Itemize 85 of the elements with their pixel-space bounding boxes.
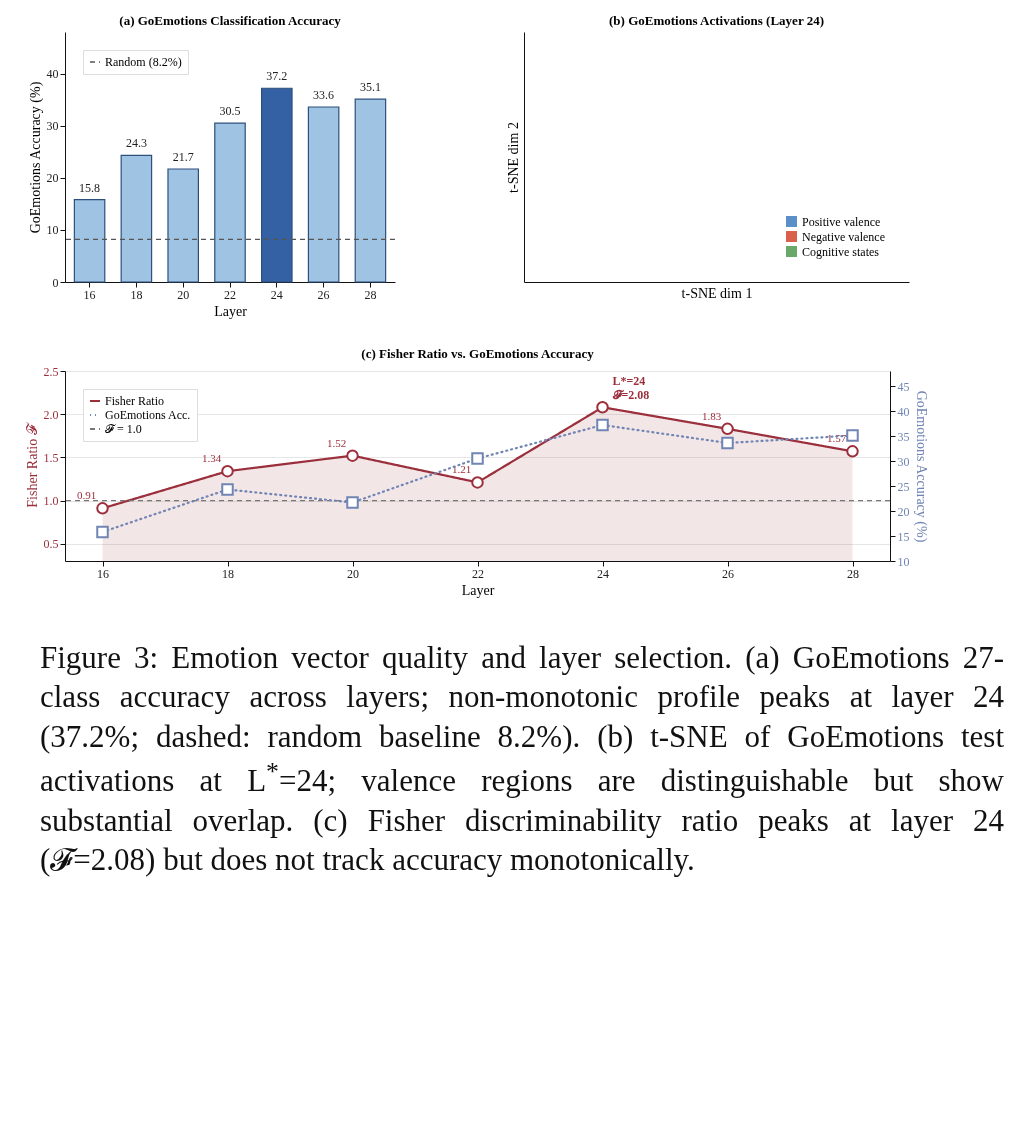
x-tick-label: 28 bbox=[847, 566, 859, 581]
caption: Figure 3: Emotion vector quality and layer selection. (a) GoEmotions 27-class accuracy across layers; non-monotonic profile peaks at layer 24 (37.2%; dashed: random baseline 8.2%). (b) t-SNE of GoEmotions test activations at L$^{*}$=24; valence regions are distinguishable but show substantial overlap. (c) Fisher discriminability ratio peaks at layer 24 (𝓕=2.08) but does not track accuracy monotonically. bbox=[40, 639, 1004, 880]
point bbox=[346, 449, 359, 462]
legend-label: Fisher Ratio bbox=[105, 394, 164, 408]
point bbox=[96, 502, 109, 515]
y-axis-title: GoEmotions Accuracy (%) bbox=[27, 81, 44, 234]
data-label: 24.3 bbox=[125, 136, 147, 151]
bar bbox=[73, 199, 106, 283]
bar bbox=[214, 122, 246, 283]
bar bbox=[261, 87, 293, 283]
y-axis-title: Fisher Ratio 𝓕 bbox=[24, 422, 40, 508]
y-tick-label: 40 bbox=[46, 67, 59, 82]
point bbox=[846, 429, 859, 442]
x-tick-label: 24 bbox=[270, 287, 283, 302]
data-label: 21.7 bbox=[172, 149, 194, 164]
x-tick-label: 28 bbox=[364, 287, 377, 302]
legend-label: Random (8.2%) bbox=[105, 55, 182, 69]
annotation: L*=24 𝓕=2.08 bbox=[611, 374, 650, 403]
legend-label: GoEmotions Acc. bbox=[105, 408, 191, 422]
x-tick-label: 18 bbox=[222, 566, 234, 581]
legend-label: Cognitive states bbox=[802, 244, 880, 259]
text: t-SNE dim 1 bbox=[681, 285, 753, 301]
bar bbox=[354, 98, 387, 283]
x-tick-label: 26 bbox=[317, 287, 330, 302]
y2-tick-label: 10 bbox=[897, 554, 910, 569]
x-tick-label: 16 bbox=[83, 287, 96, 302]
bar bbox=[167, 168, 199, 283]
legend-label: Negative valence bbox=[802, 229, 885, 244]
y-tick-label: 1.0 bbox=[43, 494, 59, 509]
text: (b) GoEmotions Activations (Layer 24) bbox=[609, 13, 824, 28]
bar bbox=[307, 106, 340, 283]
data-label: 33.6 bbox=[313, 88, 335, 102]
point bbox=[346, 496, 359, 509]
point bbox=[96, 525, 109, 539]
data-label: 1.34 bbox=[201, 452, 222, 465]
y2-tick-label: 15 bbox=[897, 529, 910, 544]
y2-tick-label: 20 bbox=[897, 504, 910, 519]
data-label: 1.52 bbox=[326, 436, 347, 449]
point bbox=[596, 401, 609, 414]
data-label: 37.2 bbox=[266, 69, 288, 84]
x-tick-label: 26 bbox=[722, 566, 734, 581]
y2-tick-label: 40 bbox=[897, 404, 910, 419]
data-label: 1.57 bbox=[826, 432, 847, 445]
chart-title: (a) GoEmotions Classification Accuracy bbox=[119, 13, 342, 28]
data-label: 0.91 bbox=[76, 489, 97, 502]
y-tick-label: 2.5 bbox=[43, 364, 59, 379]
point bbox=[221, 483, 234, 496]
x-tick-label: 18 bbox=[130, 287, 143, 302]
x-tick-label: 24 bbox=[597, 566, 609, 581]
x-tick-label: 16 bbox=[97, 566, 109, 581]
point bbox=[596, 418, 609, 432]
y2-tick-label: 30 bbox=[897, 454, 910, 469]
y-tick-label: 10 bbox=[46, 223, 59, 238]
chart-title: (c) Fisher Ratio vs. GoEmotions Accuracy bbox=[361, 346, 595, 361]
data-label: 35.1 bbox=[359, 80, 381, 95]
data-label: 1.21 bbox=[451, 463, 472, 476]
y-tick-label: 20 bbox=[46, 171, 59, 186]
y2-tick-label: 45 bbox=[897, 379, 910, 394]
point bbox=[471, 452, 484, 465]
y2-axis-title: GoEmotions Accuracy (%) bbox=[912, 390, 929, 543]
y-tick-label: 0.5 bbox=[43, 537, 59, 552]
point bbox=[471, 476, 484, 489]
bar bbox=[120, 154, 153, 283]
x-tick-label: 22 bbox=[224, 287, 236, 302]
point bbox=[721, 436, 734, 450]
data-label: 30.5 bbox=[219, 104, 241, 119]
data-label: 1.83 bbox=[701, 409, 722, 422]
y-tick-label: 2.0 bbox=[43, 407, 59, 422]
y-tick-label: 30 bbox=[46, 119, 59, 134]
point bbox=[846, 445, 859, 458]
x-axis-title: Layer bbox=[461, 582, 495, 598]
point bbox=[221, 464, 234, 478]
point bbox=[721, 422, 734, 436]
legend-label: Positive valence bbox=[802, 214, 881, 229]
x-tick-label: 22 bbox=[472, 566, 484, 581]
data-label: 15.8 bbox=[79, 180, 101, 195]
legend-label: 𝓕 = 1.0 bbox=[105, 422, 142, 436]
x-axis-title: Layer bbox=[214, 303, 248, 319]
y-tick-label: 0 bbox=[52, 275, 59, 290]
x-tick-label: 20 bbox=[177, 287, 190, 302]
text: t-SNE dim 2 bbox=[505, 122, 521, 193]
x-tick-label: 20 bbox=[347, 566, 359, 581]
y2-tick-label: 25 bbox=[897, 479, 910, 494]
y-tick-label: 1.5 bbox=[43, 450, 59, 465]
y2-tick-label: 35 bbox=[897, 429, 910, 444]
